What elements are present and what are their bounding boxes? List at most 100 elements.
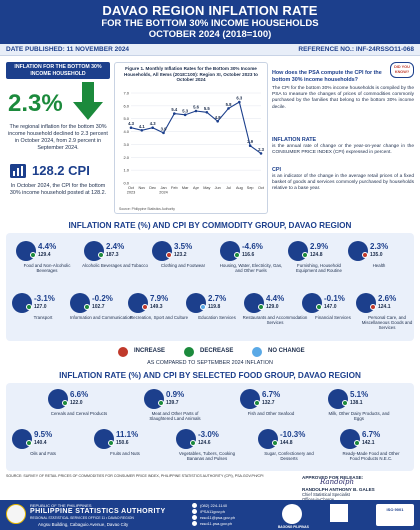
footer-republic: REPUBLIC OF THE PHILIPPINES (30, 503, 92, 508)
tile-label: Restaurants and Accommodation Services (242, 315, 308, 326)
footer-phone[interactable]: (082) 224-1140 (200, 503, 228, 508)
tile-cpi: 102.7 (92, 304, 105, 310)
no-change-dot-icon (252, 347, 262, 357)
sofa-icon (288, 241, 308, 261)
info-question: How does the PSA compute the CPI for the… (272, 70, 382, 83)
summary-panel: INFLATION FOR THE BOTTOM 30% INCOME HOUS… (6, 62, 110, 214)
x-tick-label: Sep (247, 186, 254, 190)
footer-facebook[interactable]: /PSA11gov.ph (200, 509, 225, 514)
tile-rate: -3.0% (198, 430, 219, 439)
tile-rate: 11.1% (116, 430, 139, 439)
data-point (173, 112, 176, 115)
source-note: SOURCE: SURVEY OF RETAIL PRICES OF COMMO… (6, 474, 264, 478)
ball-icon (128, 293, 148, 313)
headline-cpi-description: In October 2024, the CPI for the bottom … (9, 183, 107, 196)
down-arrow-icon (73, 82, 103, 120)
footer-email[interactable]: rsso11@psa.gov.ph (200, 515, 236, 520)
data-label: 5.5 (204, 106, 210, 111)
tile-rate: 2.3% (370, 242, 389, 251)
data-label: 5.4 (171, 107, 177, 112)
meta-bar: DATE PUBLISHED: 11 NOVEMBER 2024 REFEREN… (0, 44, 420, 56)
commodity-panel: 4.4% 129.4 Food and Non-Alcoholic Beverage… (6, 233, 414, 341)
tile-rate: 4.4% (266, 294, 285, 303)
data-point (205, 110, 209, 114)
tile-cpi: 119.8 (208, 304, 221, 310)
x-tick-label: Aug (236, 186, 243, 190)
status-dot-icon (26, 440, 32, 446)
bagong-pilipinas-text: BAGONG PILIPINAS (278, 525, 309, 529)
tile-label: Health (372, 263, 386, 268)
finance-icon (302, 293, 322, 313)
line-chart: 0.01.02.03.04.05.06.07.04.3Oct20234.1Nov… (123, 91, 265, 195)
y-tick-label: 7.0 (123, 91, 129, 96)
commodity-tile: 4.4% 129.0 Restaurants and Accommodation S… (242, 291, 308, 331)
tile-rate: 3.5% (174, 242, 193, 251)
data-point (227, 107, 230, 110)
monthly-inflation-chart: Figure 1. Monthly Inflation Rates for th… (114, 62, 268, 214)
tile-cpi: 142.1 (362, 440, 375, 446)
x-tick-label: Mar (182, 186, 189, 190)
data-label: 2.9 (247, 139, 253, 144)
cpi-chart-icon (10, 164, 26, 178)
tile-label: Transport (33, 315, 53, 320)
reference-number: REFERENCE NO.: INF-24RSSO11-068 (298, 46, 414, 53)
y-tick-label: 1.0 (123, 168, 129, 173)
comparison-note: AS COMPARED TO SEPTEMBER 2024 INFLATION (147, 360, 273, 366)
info-answer: The CPI for the bottom 30% income househ… (272, 86, 414, 110)
commodity-tile: 3.5% 123.2 Clothing and Footwear (150, 239, 216, 279)
y-tick-label: 3.0 (123, 142, 129, 147)
status-dot-icon (190, 440, 196, 446)
summary-badge: INFLATION FOR THE BOTTOM 30% INCOME HOUS… (6, 62, 110, 79)
footer-address: Angsu Building, Cabaguio Avenue, Davao C… (38, 522, 129, 527)
report-header: DAVAO REGION INFLATION RATE FOR THE BOTT… (0, 0, 420, 44)
footer-website[interactable]: rsso11.psa.gov.ph (200, 521, 233, 526)
tile-cpi: 122.0 (70, 400, 83, 406)
x-tick-label: Oct (258, 186, 265, 190)
x-tick-label: Feb (171, 186, 178, 190)
y-tick-label: 5.0 (123, 116, 129, 121)
tile-rate: 2.7% (208, 294, 227, 303)
tile-cpi: 187.3 (106, 252, 119, 258)
status-dot-icon (30, 252, 36, 258)
headline-rate-description: The regional inflation for the bottom 30… (8, 124, 108, 151)
commodity-tile: 4.4% 129.4 Food and Non-Alcoholic Beverage… (14, 239, 80, 279)
decrease-dot-icon (184, 347, 194, 357)
tile-label: Vegetables, Tubers, Cooking Bananas and … (178, 451, 236, 462)
commodity-tile: 9.5% 140.4 Oils and Fats (10, 427, 76, 467)
commodity-tile: 11.1% 150.6 Fruits and Nuts (92, 427, 158, 467)
approver-role: Officer-in-Charge (302, 497, 414, 502)
tile-cpi: 124.6 (198, 440, 211, 446)
commodity-tile: -0.1% 147.0 Financial Services (300, 291, 366, 331)
tile-cpi: 123.2 (174, 252, 187, 258)
commodity-section-title: INFLATION RATE (%) AND CPI BY COMMODITY … (68, 221, 352, 230)
data-point (248, 144, 252, 148)
x-tick-label: Oct (128, 186, 135, 190)
bus-icon (12, 293, 32, 313)
x-tick-label: Apr (193, 186, 200, 190)
tile-rate: 6.7% (262, 390, 281, 399)
commodity-tile: 2.7% 119.8 Education Services (184, 291, 250, 331)
approver-position: Chief Statistical Specialist (302, 492, 350, 497)
data-label: 5.6 (193, 105, 199, 110)
data-point (194, 109, 198, 113)
commodity-tile: 6.7% 142.1 Ready-Made Food and Other Food … (338, 427, 404, 467)
tile-cpi: 132.7 (262, 400, 275, 406)
bottle-icon (84, 241, 104, 261)
y-tick-label: 2.0 (123, 155, 129, 160)
qr-code-icon[interactable] (330, 504, 348, 522)
food-icon (16, 241, 36, 261)
tile-cpi: 124.1 (378, 304, 391, 310)
data-label: 4.8 (215, 115, 221, 120)
data-label: 4.3 (128, 121, 134, 126)
tile-rate: -4.6% (242, 242, 263, 251)
tile-rate: 6.7% (362, 430, 381, 439)
health-icon (348, 241, 368, 261)
report-subtitle: FOR THE BOTTOM 30% INCOME HOUSEHOLDS (101, 18, 319, 29)
y-tick-label: 6.0 (123, 103, 129, 108)
tile-label: Information and Communication (69, 315, 133, 320)
report-period: OCTOBER 2024 (2018=100) (148, 29, 272, 40)
tile-cpi: 116.6 (242, 252, 255, 258)
signature: Randolph (320, 478, 355, 486)
footer-agency: PHILIPPINE STATISTICS AUTHORITY (30, 508, 166, 515)
data-label: 4.3 (150, 121, 156, 126)
